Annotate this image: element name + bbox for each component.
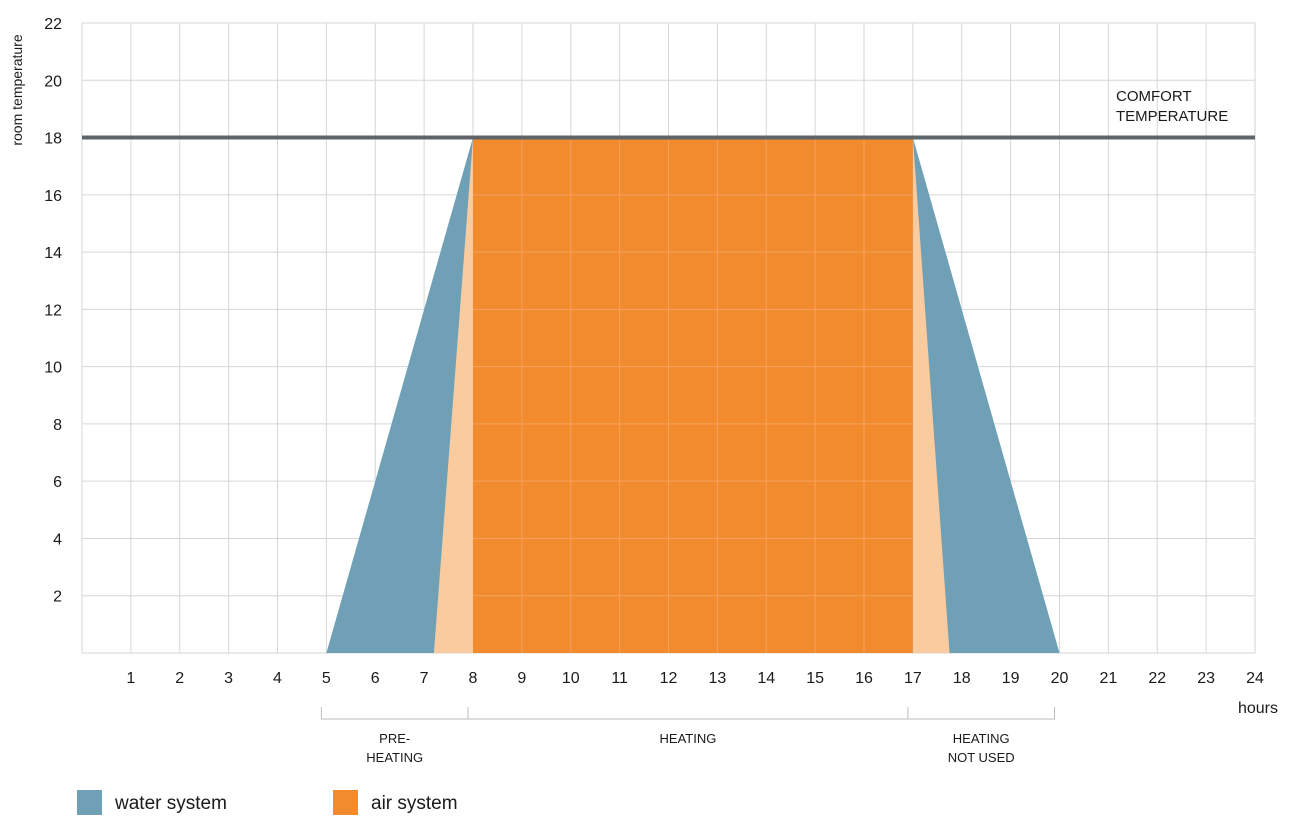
y-tick-label: 12 <box>44 302 62 319</box>
x-tick-label: 18 <box>953 670 971 687</box>
y-tick-label: 6 <box>53 474 62 491</box>
x-tick-label: 13 <box>708 670 726 687</box>
y-tick-label: 14 <box>44 245 62 262</box>
phase-label: HEATING <box>660 731 717 746</box>
legend-swatch <box>333 790 358 815</box>
x-tick-label: 8 <box>469 670 478 687</box>
x-tick-label: 20 <box>1051 670 1069 687</box>
comfort-temperature-label: COMFORT <box>1116 88 1192 105</box>
phase-brackets: PRE- HEATING HEATING HEATING NOT USED <box>320 707 1055 765</box>
x-tick-label: 12 <box>660 670 678 687</box>
x-tick-label: 19 <box>1002 670 1020 687</box>
y-tick-label: 4 <box>53 531 62 548</box>
phase-label: HEATING <box>366 750 423 765</box>
x-tick-label: 14 <box>757 670 775 687</box>
x-tick-label: 24 <box>1246 670 1264 687</box>
legend-label: air system <box>371 793 458 814</box>
air-system-ramp <box>433 137 473 653</box>
x-tick-label: 7 <box>420 670 429 687</box>
axes: 1 2 3 4 5 6 7 8 9 10 11 12 13 14 15 16 17 18 19 20 21 22 23 242… <box>44 16 1264 687</box>
x-tick-label: 3 <box>224 670 233 687</box>
x-tick-label: 16 <box>855 670 873 687</box>
y-tick-label: 10 <box>44 360 62 377</box>
legend-swatch <box>77 790 102 815</box>
x-tick-label: 15 <box>806 670 824 687</box>
y-tick-label: 2 <box>53 589 62 606</box>
y-tick-label: 20 <box>44 73 62 90</box>
y-tick-label: 18 <box>44 131 62 148</box>
phase-label: PRE- <box>379 731 410 746</box>
x-tick-label: 23 <box>1197 670 1215 687</box>
x-tick-label: 6 <box>371 670 380 687</box>
plot-areas: COMFORT TEMPERATURE <box>82 88 1255 653</box>
air-system-ramp <box>912 137 950 653</box>
x-tick-label: 9 <box>517 670 526 687</box>
y-tick-label: 22 <box>44 16 62 33</box>
y-tick-label: 16 <box>44 188 62 205</box>
x-tick-label: 5 <box>322 670 331 687</box>
x-tick-label: 11 <box>611 670 628 687</box>
phase-label: NOT USED <box>948 750 1015 765</box>
y-axis-label: room temperature <box>9 34 25 145</box>
x-tick-label: 2 <box>175 670 184 687</box>
x-tick-label: 21 <box>1099 670 1117 687</box>
x-tick-label: 22 <box>1148 670 1166 687</box>
y-tick-label: 8 <box>53 417 62 434</box>
phase-label: HEATING <box>953 731 1010 746</box>
x-tick-label: 10 <box>562 670 580 687</box>
legend: water system air system <box>77 790 458 815</box>
legend-label: water system <box>114 793 227 814</box>
air-system-area <box>473 137 913 653</box>
x-tick-label: 17 <box>904 670 922 687</box>
x-tick-label: 1 <box>126 670 135 687</box>
comfort-temperature-label: TEMPERATURE <box>1116 108 1228 125</box>
x-tick-label: 4 <box>273 670 282 687</box>
x-axis-label: hours <box>1238 700 1278 717</box>
